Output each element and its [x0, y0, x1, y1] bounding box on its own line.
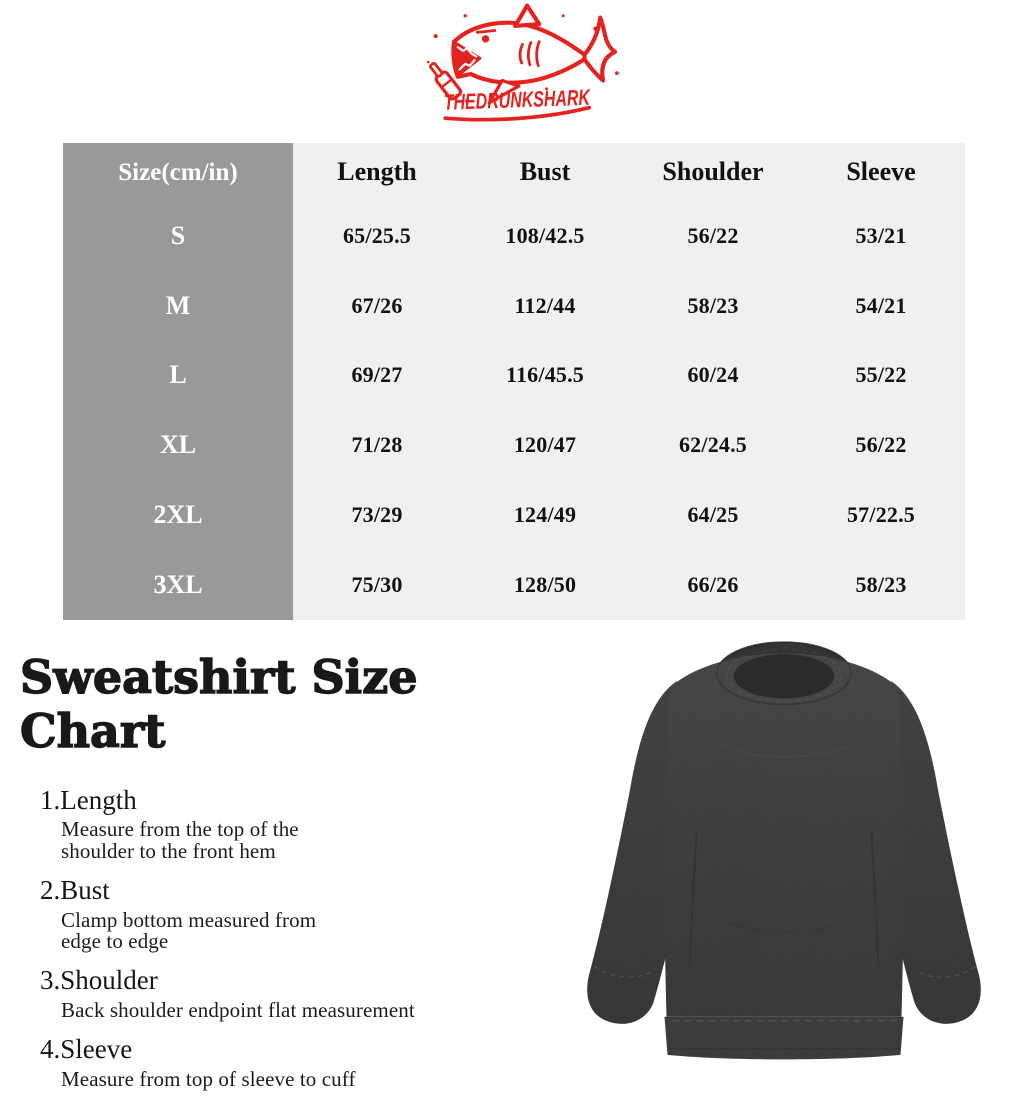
value-cell: 67/26 [351, 292, 403, 318]
size-label-s: S [63, 201, 293, 271]
instruction-label: 1.Length [40, 785, 137, 815]
brand-name: THEDRUNKSHARK [443, 85, 591, 115]
instruction-list: 1.Length Measure from the top of the sho… [14, 784, 574, 1090]
value-cell: 58/23 [855, 571, 907, 597]
instruction-item-shoulder: 3.Shoulder Back shoulder endpoint flat m… [14, 964, 574, 1021]
page-title: Sweatshirt Size Chart [19, 649, 418, 758]
instruction-item-sleeve: 4.Sleeve Measure from top of sleeve to c… [14, 1033, 574, 1090]
sweatshirt-product-photo [546, 620, 1024, 1082]
sweatshirt-image [587, 641, 981, 1060]
value-cell: 57/22.5 [846, 502, 915, 528]
measurement-guide: Sweatshirt Size Chart 1.Length Measure f… [14, 649, 574, 1090]
instruction-description: Measure from the top of the shoulder to … [61, 817, 299, 863]
brand-logo: THEDRUNKSHARK [406, 0, 628, 124]
value-cell: 120/47 [513, 432, 577, 458]
header-cell-size: Size(cm/in) [63, 143, 293, 201]
value-cell: 64/25 [687, 502, 739, 528]
value-cell: 124/49 [513, 502, 577, 528]
value-cell: 71/28 [351, 432, 403, 458]
value-cell: 56/22 [855, 432, 907, 458]
header-cell-sleeve: Sleeve [846, 157, 916, 186]
size-label-l: L [63, 340, 293, 411]
value-cell: 128/50 [513, 571, 577, 597]
size-label-xl: XL [63, 410, 293, 481]
value-cell: 65/25.5 [342, 222, 411, 248]
value-cell: 54/21 [855, 292, 907, 318]
header-cell-bust: Bust [519, 157, 571, 186]
size-label-m: M [63, 270, 293, 341]
instruction-description: Measure from top of sleeve to cuff [61, 1066, 356, 1091]
instruction-label: 2.Bust [40, 875, 110, 906]
value-cell: 53/21 [855, 222, 907, 248]
value-cell: 116/45.5 [506, 362, 584, 388]
size-label-2xl: 2XL [63, 480, 293, 550]
instruction-item-bust: 2.Bust Clamp bottom measured from edge t… [14, 874, 574, 952]
value-cell: 62/24.5 [678, 432, 747, 458]
instruction-description: Back shoulder endpoint flat measurement [61, 997, 415, 1022]
value-cell: 60/24 [687, 362, 739, 388]
value-cell: 75/30 [351, 571, 403, 597]
value-cell: 108/42.5 [505, 222, 585, 248]
instruction-description: Clamp bottom measured from edge to edge [61, 907, 317, 953]
value-cell: 56/22 [687, 222, 739, 248]
instruction-label: 4.Sleeve [40, 1034, 133, 1065]
shark-with-bottle-icon: THEDRUNKSHARK [426, 3, 619, 122]
value-cell: 58/23 [687, 292, 739, 318]
header-cell-shoulder: Shoulder [662, 157, 764, 186]
value-cell: 73/29 [351, 502, 403, 528]
value-cell: 55/22 [855, 362, 907, 388]
size-table: Size(cm/in) Length Bust Shoulder Sleeve … [63, 143, 965, 620]
value-cell: 66/26 [687, 571, 739, 597]
header-cell-length: Length [337, 157, 417, 186]
value-cell: 69/27 [351, 362, 403, 388]
value-cell: 112/44 [514, 292, 576, 318]
size-label-3xl: 3XL [63, 549, 293, 620]
instruction-label: 3.Shoulder [40, 965, 158, 996]
instruction-item-length: 1.Length Measure from the top of the sho… [14, 784, 574, 862]
